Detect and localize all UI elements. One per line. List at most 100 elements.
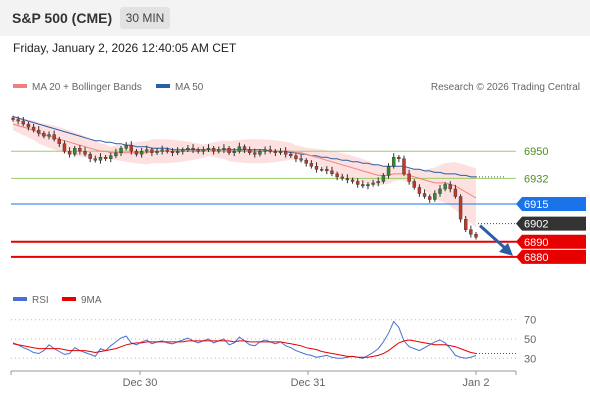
candle-body	[191, 148, 195, 150]
candle-body	[42, 132, 46, 137]
candle-body	[160, 149, 164, 152]
bollinger-band	[13, 118, 476, 228]
candle-body	[134, 151, 139, 155]
candle-body	[201, 149, 206, 152]
ma20-legend-label: MA 20 + Bollinger Bands	[32, 82, 142, 93]
level-tag-6902	[516, 216, 586, 231]
candle-body	[47, 134, 51, 137]
candle-body	[186, 148, 190, 150]
candle-body	[299, 158, 303, 161]
candle-body	[428, 196, 432, 200]
level-label-6890: 6890	[524, 237, 548, 249]
x-axis: Dec 30 Dec 31 Jan 2	[10, 371, 517, 389]
candle-body	[340, 176, 344, 179]
candle-body	[139, 151, 144, 155]
candle-body	[273, 151, 278, 153]
instrument-title: S&P 500 (CME)	[12, 10, 113, 26]
rsi-tick-50: 50	[524, 334, 536, 346]
level-tag-6890	[516, 234, 586, 249]
candle-body	[26, 123, 31, 128]
candle-body	[417, 187, 422, 194]
x-tick-label: Dec 31	[291, 377, 326, 389]
timeframe-badge[interactable]: 30 MIN	[120, 7, 170, 29]
candle-body	[67, 151, 72, 155]
candle-body	[263, 149, 267, 152]
forecast-arrow-shaft	[478, 224, 509, 251]
level-label-6915: 6915	[524, 199, 548, 211]
candle-body	[11, 117, 15, 120]
candle-body	[371, 182, 375, 185]
candle-body	[206, 148, 211, 150]
x-tick-label: Jan 2	[463, 377, 490, 389]
rsi-panel: 70 50 30	[11, 315, 536, 365]
candle-body	[330, 170, 334, 175]
level-tag-6915	[516, 197, 586, 212]
candle-body	[175, 151, 180, 153]
level-tag-6880	[516, 249, 586, 264]
candle-body	[391, 157, 396, 167]
level-label-6880: 6880	[524, 252, 548, 264]
candle-body	[170, 151, 175, 153]
candle-body	[294, 155, 298, 159]
candle-body	[155, 151, 159, 153]
candle-body	[52, 134, 56, 140]
candle-body	[386, 166, 391, 176]
candle-body	[16, 119, 20, 122]
candle-body	[268, 149, 272, 152]
rsi-ma-line	[12, 339, 477, 358]
candle-body	[397, 157, 401, 159]
candle-body	[181, 149, 185, 152]
candle-body	[422, 193, 427, 197]
candle-body	[222, 148, 226, 150]
candle-body	[242, 146, 247, 150]
candle-body	[376, 181, 380, 184]
ma50-legend-swatch	[156, 84, 170, 88]
candle-body	[309, 163, 314, 167]
candle-body	[62, 143, 67, 152]
candle-body	[289, 154, 293, 156]
candle-body	[283, 151, 288, 155]
candle-body	[73, 148, 77, 155]
candle-body	[114, 152, 118, 156]
candle-body	[438, 188, 442, 194]
candle-body	[232, 151, 236, 153]
candle-body	[196, 149, 200, 152]
candle-body	[129, 144, 134, 152]
level-label-6902: 6902	[524, 219, 548, 231]
candle-body	[98, 157, 103, 161]
candle-body	[314, 166, 319, 170]
candle-body	[319, 169, 324, 171]
candle-body	[458, 196, 463, 220]
candle-body	[31, 126, 36, 131]
timestamp-label: Friday, January 2, 2026 12:40:05 AM CET	[13, 41, 237, 55]
level-label-6932: 6932	[524, 173, 548, 185]
candle-body	[83, 151, 87, 155]
candle-body	[145, 149, 149, 152]
candle-body	[124, 144, 128, 149]
candle-body	[217, 149, 221, 152]
candle-body	[433, 193, 437, 200]
candle-body	[474, 234, 478, 238]
candle-body	[469, 229, 473, 235]
rsi-ma-legend-label: 9MA	[81, 295, 102, 306]
rsi-tick-70: 70	[524, 315, 536, 327]
rsi-legend-swatch	[13, 297, 27, 301]
candle-body	[258, 151, 262, 155]
candle-body	[247, 149, 252, 153]
candle-body	[211, 148, 216, 152]
candle-body	[443, 184, 447, 190]
candle-body	[361, 184, 365, 187]
ma50-legend-label: MA 50	[175, 82, 204, 93]
candle-body	[165, 149, 170, 152]
chart-header: S&P 500 (CME) 30 MIN	[0, 0, 590, 36]
candle-body	[37, 129, 41, 134]
candle-body	[412, 181, 416, 188]
x-tick-label: Dec 30	[123, 377, 158, 389]
candle-body	[335, 173, 339, 178]
candle-body	[93, 158, 98, 161]
candle-body	[453, 188, 458, 197]
candle-body	[407, 173, 411, 182]
candle-body	[402, 158, 406, 175]
level-label-6950: 6950	[524, 146, 548, 158]
